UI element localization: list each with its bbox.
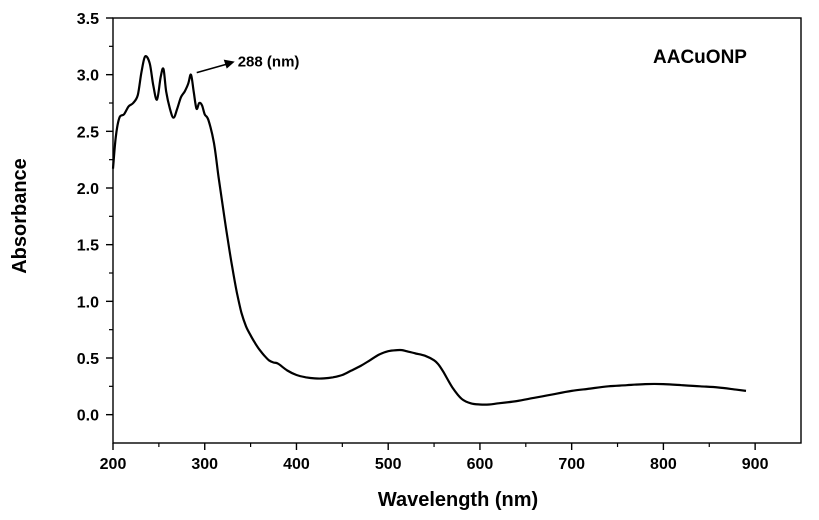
- y-tick-label: 1.0: [77, 294, 99, 311]
- y-tick-label: 2.0: [77, 181, 99, 198]
- x-tick-label: 200: [100, 456, 127, 473]
- y-tick-label: 3.0: [77, 68, 99, 85]
- y-tick-label: 0.0: [77, 408, 99, 425]
- x-tick-label: 300: [191, 456, 218, 473]
- y-axis-ticks: [106, 17, 113, 416]
- x-tick-label: 400: [283, 456, 310, 473]
- annotation-label: 288 (nm): [238, 54, 300, 71]
- y-axis-title: Absorbance: [9, 158, 31, 274]
- plot-frame: [112, 17, 802, 444]
- x-tick-label: 700: [558, 456, 585, 473]
- series-line-aacuonp: [111, 55, 747, 406]
- annotation-arrow-head: [223, 59, 235, 69]
- annotation-arrow-line: [196, 62, 229, 74]
- x-tick-label: 500: [375, 456, 402, 473]
- peak-annotation: 288 (nm): [196, 54, 300, 74]
- x-axis-ticks: [112, 443, 756, 450]
- x-tick-label: 600: [467, 456, 494, 473]
- y-tick-label: 3.5: [77, 11, 99, 28]
- x-axis-tick-labels: 200 300 400 500 600 700 800 900: [100, 456, 769, 473]
- x-axis-title: Wavelength (nm): [378, 489, 538, 511]
- y-tick-label: 0.5: [77, 351, 99, 368]
- plot-border: [112, 17, 802, 444]
- y-tick-label: 1.5: [77, 238, 99, 255]
- x-tick-label: 900: [742, 456, 769, 473]
- y-tick-label: 2.5: [77, 124, 99, 141]
- legend-label: AACuONP: [653, 47, 747, 68]
- y-axis-tick-labels: 0.0 0.5 1.0 1.5 2.0 2.5 3.0 3.5: [77, 11, 99, 425]
- x-tick-label: 800: [650, 456, 677, 473]
